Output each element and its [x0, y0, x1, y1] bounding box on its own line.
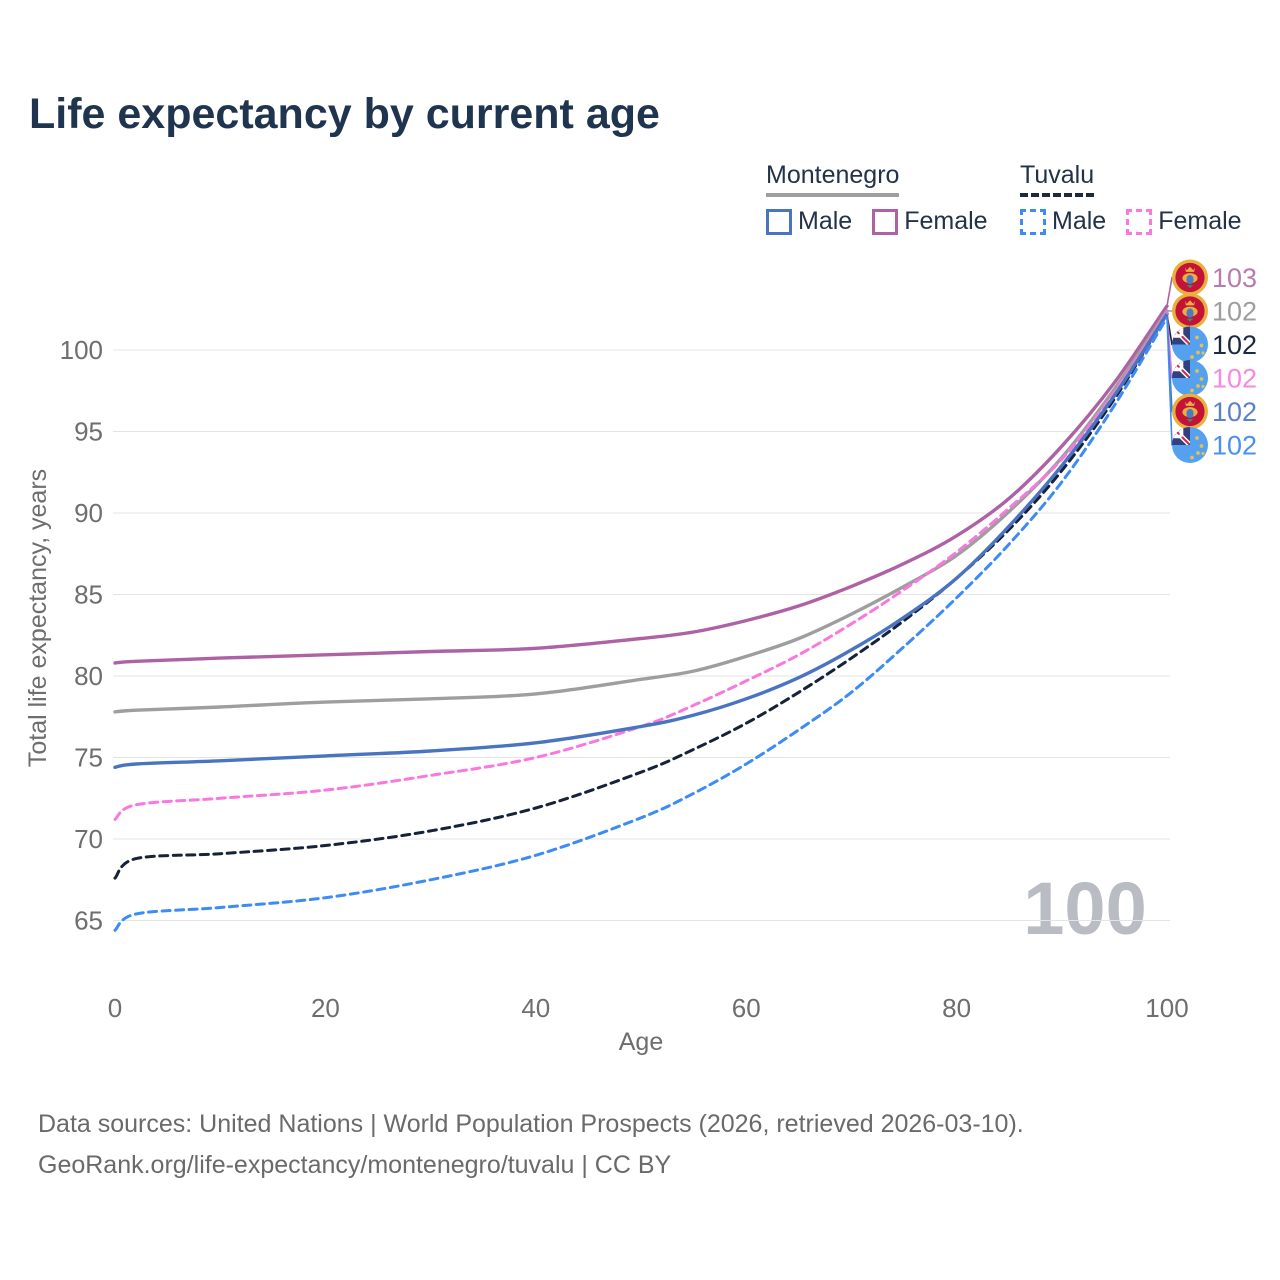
footer: Data sources: United Nations | World Pop…	[38, 1104, 1024, 1186]
end-value-label-tuvalu-female: 102	[1212, 364, 1257, 394]
series-line-tuvalu-male[interactable]	[113, 315, 1169, 932]
y-tick-90: 90	[74, 498, 103, 528]
legend-group-title-montenegro: Montenegro	[766, 161, 900, 189]
tuvalu-dashed-line-sample	[1020, 193, 1095, 197]
age-counter-watermark: 100	[1023, 867, 1147, 950]
tuvalu-flag-icon	[1172, 427, 1208, 463]
series-line-tuvalu-both-sexes[interactable]	[113, 312, 1169, 880]
legend-item-tuvalu-male[interactable]: Male	[1020, 207, 1126, 236]
end-value-label-tuvalu-male: 102	[1212, 431, 1257, 461]
series-line-tuvalu-female[interactable]	[113, 311, 1169, 821]
legend-group-montenegro: Montenegro Male Female	[766, 161, 1008, 236]
legend-item-montenegro-male[interactable]: Male	[766, 207, 872, 236]
legend-label-montenegro-male: Male	[798, 207, 853, 235]
y-axis-title: Total life expectancy, years	[24, 469, 52, 767]
legend-label-tuvalu-male: Male	[1052, 207, 1107, 235]
series-line-montenegro-male[interactable]	[113, 312, 1169, 769]
legend-label-tuvalu-female: Female	[1158, 207, 1242, 235]
x-tick-0: 0	[108, 993, 122, 1023]
legend-swatch-tuvalu-male[interactable]	[1020, 208, 1046, 235]
end-value-label-montenegro-both-sexes: 102	[1212, 297, 1257, 327]
x-tick-40: 40	[521, 993, 550, 1023]
end-value-label-montenegro-male: 102	[1212, 397, 1257, 427]
y-tick-75: 75	[74, 743, 103, 773]
montenegro-flag-icon	[1172, 293, 1208, 329]
end-value-label-tuvalu-both-sexes: 102	[1212, 330, 1257, 360]
series-line-montenegro-female[interactable]	[113, 304, 1169, 665]
x-tick-20: 20	[311, 993, 340, 1023]
y-tick-80: 80	[74, 661, 103, 691]
montenegro-flag-icon	[1172, 259, 1208, 296]
legend-group-tuvalu: Tuvalu Male Female	[1020, 161, 1262, 236]
legend-swatch-montenegro-female[interactable]	[872, 208, 899, 235]
legend-swatch-tuvalu-female[interactable]	[1126, 208, 1153, 235]
tuvalu-flag-icon	[1172, 360, 1208, 396]
legend-swatch-montenegro-male[interactable]	[766, 208, 792, 235]
y-tick-85: 85	[74, 580, 103, 610]
end-value-label-montenegro-female: 103	[1212, 263, 1257, 293]
x-tick-100: 100	[1145, 993, 1188, 1023]
montenegro-solid-line-sample	[766, 193, 900, 197]
x-tick-60: 60	[732, 993, 761, 1023]
gridlines: 65 70 75 80 85 90 95 100 0 20 40 60 80 100	[60, 335, 1189, 1023]
y-tick-95: 95	[74, 417, 103, 447]
y-tick-100: 100	[60, 335, 103, 365]
x-tick-80: 80	[942, 993, 971, 1023]
x-axis-title: Age	[619, 1028, 663, 1056]
y-tick-65: 65	[74, 906, 103, 936]
y-tick-70: 70	[74, 824, 103, 854]
legend-label-montenegro-female: Female	[904, 207, 988, 235]
footer-url-line: GeoRank.org/life-expectancy/montenegro/t…	[38, 1151, 672, 1179]
legend-item-tuvalu-female[interactable]: Female	[1126, 207, 1261, 236]
montenegro-flag-icon	[1172, 393, 1208, 430]
footer-sources-line: Data sources: United Nations | World Pop…	[38, 1110, 1024, 1138]
chart-title: Life expectancy by current age	[29, 90, 660, 138]
legend-group-title-tuvalu: Tuvalu	[1020, 161, 1095, 189]
legend-item-montenegro-female[interactable]: Female	[872, 207, 1007, 236]
series-lines	[113, 304, 1169, 932]
tuvalu-flag-icon	[1172, 327, 1208, 363]
series-line-montenegro-both-sexes[interactable]	[113, 309, 1169, 714]
